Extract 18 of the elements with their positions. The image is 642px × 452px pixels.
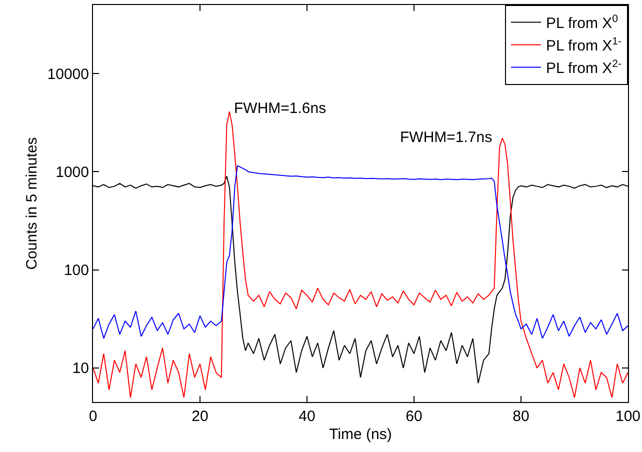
legend-label: PL from X$^{0}$ bbox=[546, 12, 618, 32]
y-tick-label: 10 bbox=[72, 360, 89, 378]
annotation: FWHM=1.7ns bbox=[400, 129, 492, 146]
x-tick-label: 80 bbox=[512, 408, 530, 425]
y-tick-label: 1000 bbox=[56, 164, 89, 181]
x-tick-label: 20 bbox=[192, 408, 208, 425]
y-tick-label: 10000 bbox=[47, 66, 89, 83]
y-tick-label: 100 bbox=[64, 262, 89, 280]
x-tick-label: 100 bbox=[615, 408, 641, 425]
annotation: FWHM=1.6ns bbox=[234, 100, 326, 117]
x-tick-label: 60 bbox=[406, 408, 422, 425]
x-tick-label: 0 bbox=[88, 408, 98, 425]
legend-label: PL from X$^{2-}$ bbox=[546, 58, 622, 78]
y-axis-title: Counts in 5 minutes bbox=[24, 137, 41, 270]
x-tick-label: 40 bbox=[298, 408, 316, 425]
legend-label: PL from X$^{1-}$ bbox=[546, 35, 622, 55]
x-axis-title: Time (ns) bbox=[329, 426, 392, 443]
line-series bbox=[93, 165, 628, 339]
